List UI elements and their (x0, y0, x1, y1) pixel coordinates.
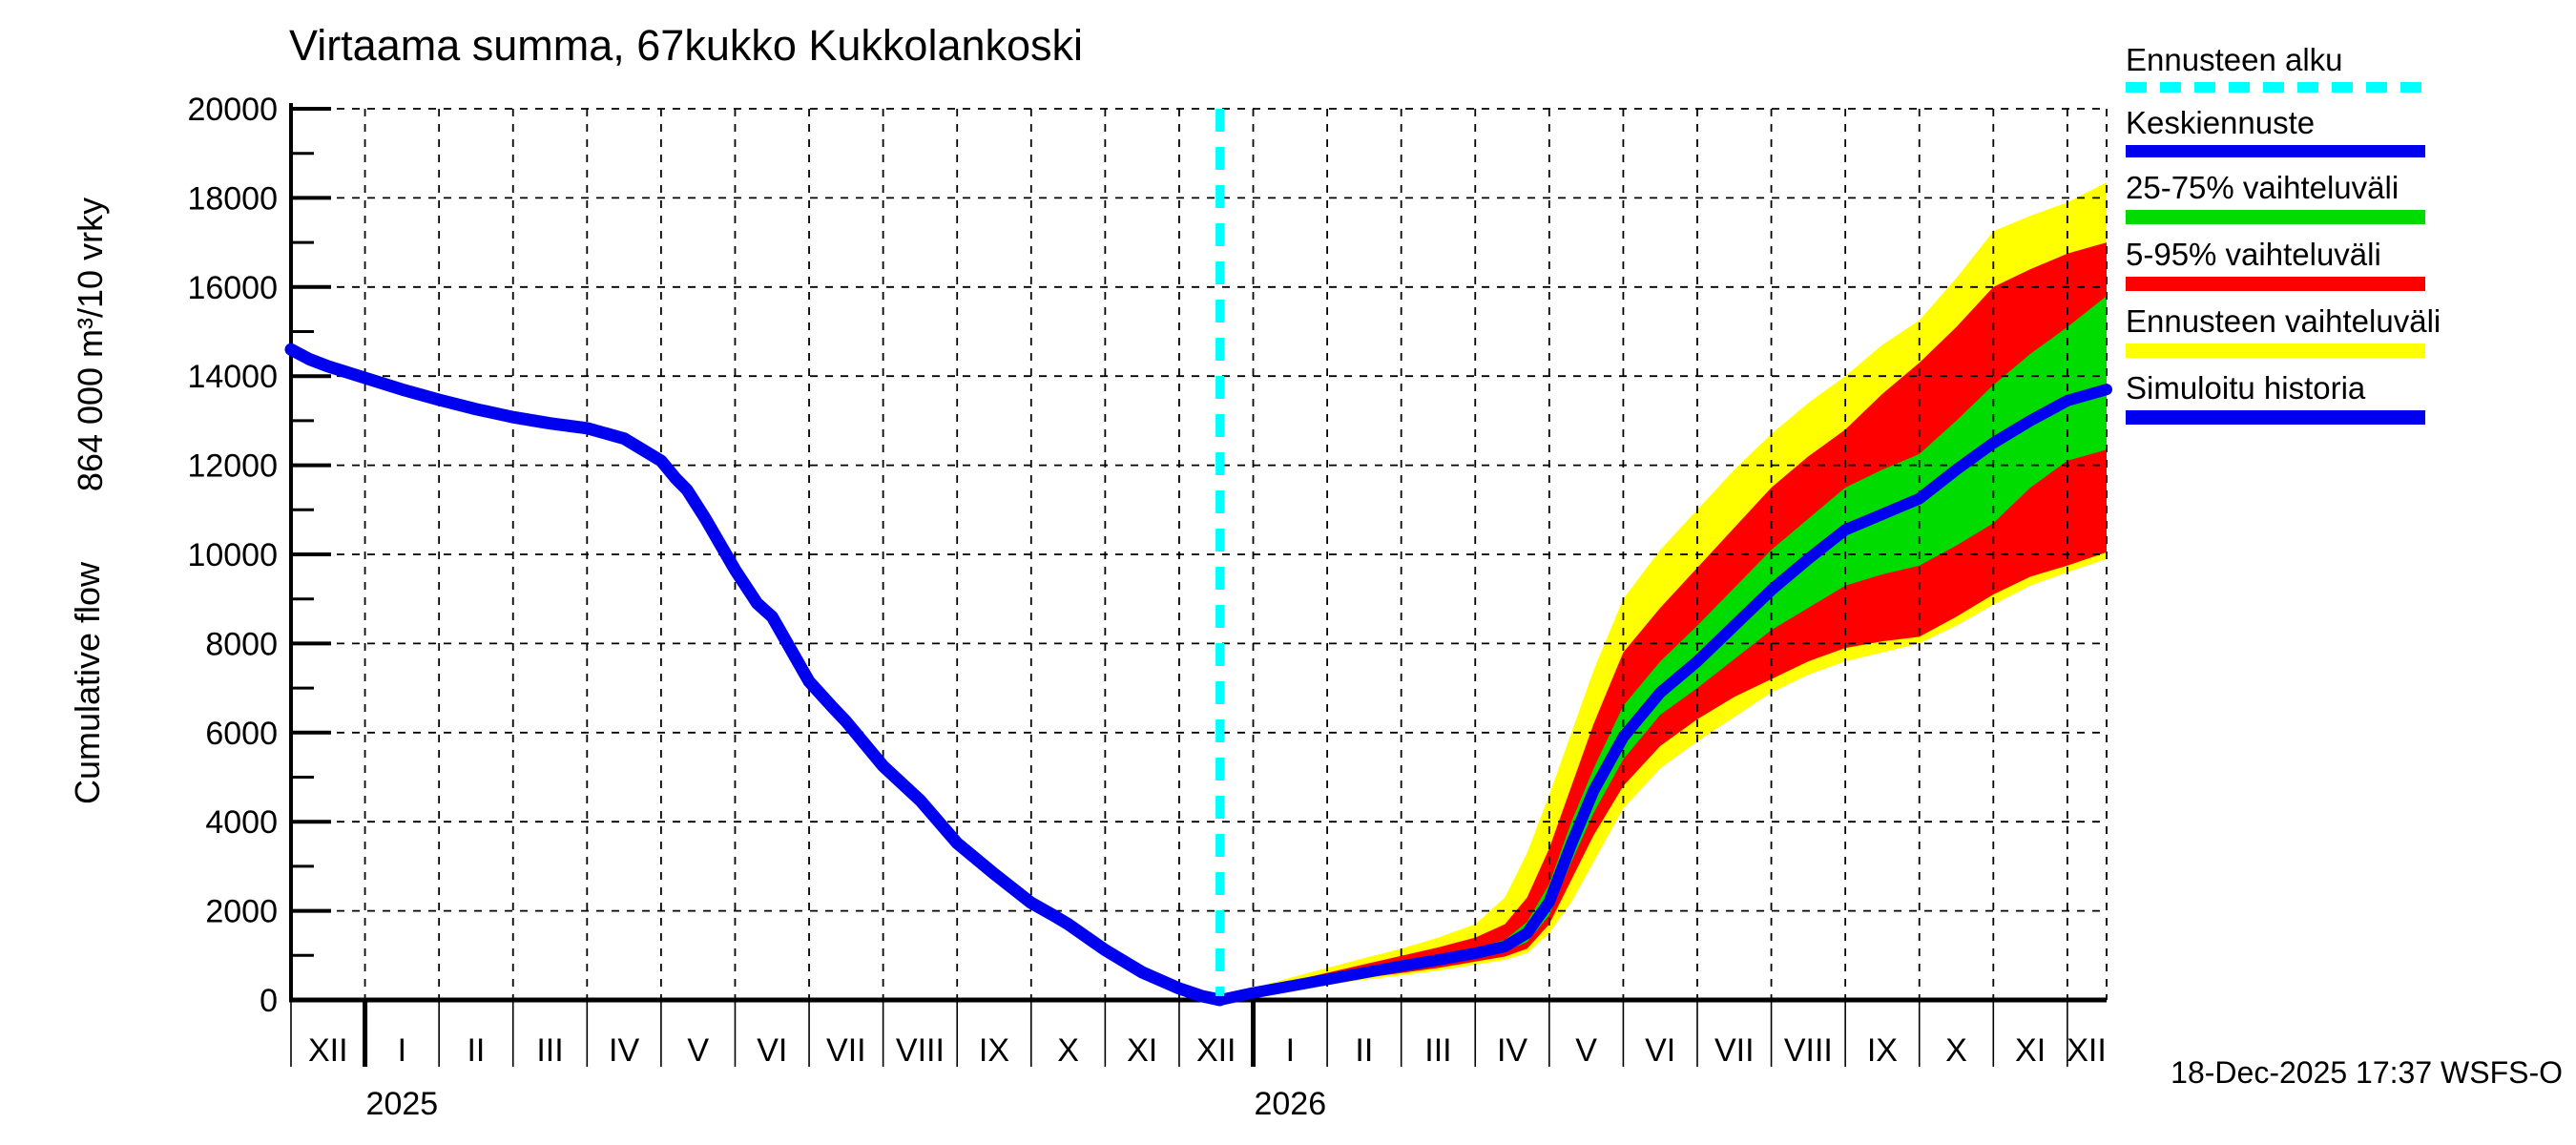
y-axis-unit-label: 864 000 m³/10 vrky (71, 197, 110, 492)
x-month-label: VIII (896, 1032, 945, 1069)
y-axis-name-label: Cumulative flow (68, 561, 107, 805)
legend-label: 5-95% vaihteluväli (2126, 236, 2381, 272)
legend-item-total-band: Ennusteen vaihteluväli (2126, 303, 2574, 358)
x-month-label: V (1575, 1032, 1597, 1069)
blue-band-swatch (2126, 409, 2425, 425)
y-tick-label: 14000 (187, 359, 278, 395)
legend-label: Ennusteen alku (2126, 42, 2343, 77)
x-year-label: 2026 (1254, 1086, 1326, 1122)
x-month-label: X (1057, 1032, 1079, 1069)
x-month-label: V (687, 1032, 709, 1069)
x-month-label: XI (2015, 1032, 2046, 1069)
x-month-label: III (1424, 1032, 1451, 1069)
x-month-label: XI (1127, 1032, 1157, 1069)
y-tick-label: 10000 (187, 537, 278, 573)
y-tick-label: 6000 (205, 716, 278, 752)
yellow-band-swatch (2126, 343, 2425, 358)
green-band-swatch (2126, 209, 2425, 224)
legend-label: Keskiennuste (2126, 104, 2316, 140)
y-tick-label: 0 (260, 983, 278, 1019)
chart-title: Virtaama summa, 67kukko Kukkolankoski (289, 21, 1084, 70)
x-month-label: XII (1196, 1032, 1236, 1069)
x-month-label: II (467, 1032, 485, 1069)
history-line (284, 343, 1227, 1007)
legend: Ennusteen alku Keskiennuste 25-75% vaiht… (2126, 42, 2574, 437)
x-month-label: IX (979, 1032, 1009, 1069)
legend-item-5-95-band: 5-95% vaihteluväli (2126, 237, 2574, 291)
timestamp: 18-Dec-2025 17:37 WSFS-O (2171, 1055, 2563, 1090)
x-month-label: I (1286, 1032, 1295, 1069)
x-month-label: VII (1714, 1032, 1755, 1069)
x-month-label: IV (1497, 1032, 1527, 1069)
x-month-label: IX (1867, 1032, 1898, 1069)
forecast-25-75-band (1219, 296, 2107, 1001)
cyan-dashed-line-swatch (2126, 81, 2425, 93)
median-forecast-line (1214, 384, 2112, 1006)
legend-label: 25-75% vaihteluväli (2126, 169, 2399, 205)
red-band-swatch (2126, 276, 2425, 291)
y-tick-label: 20000 (187, 92, 278, 128)
legend-item-forecast-start: Ennusteen alku (2126, 42, 2574, 93)
legend-item-25-75-band: 25-75% vaihteluväli (2126, 170, 2574, 224)
y-tick-label: 12000 (187, 448, 278, 485)
legend-item-median-forecast: Keskiennuste (2126, 105, 2574, 157)
x-month-label: XII (308, 1032, 348, 1069)
x-month-label: XII (2067, 1032, 2107, 1069)
y-tick-label: 8000 (205, 626, 278, 662)
forecast-total-range-band (1219, 182, 2107, 1001)
x-year-label: 2025 (366, 1086, 439, 1122)
x-month-label: VII (826, 1032, 866, 1069)
x-month-label: III (536, 1032, 563, 1069)
x-month-label: II (1355, 1032, 1373, 1069)
x-month-label: I (398, 1032, 406, 1069)
legend-label: Ennusteen vaihteluväli (2126, 302, 2441, 339)
x-month-label: IV (609, 1032, 639, 1069)
legend-label: Simuloitu historia (2126, 369, 2366, 406)
forecast-5-95-band (1219, 242, 2107, 1001)
y-tick-label: 16000 (187, 270, 278, 306)
y-tick-label: 2000 (205, 894, 278, 930)
legend-item-simulated-history: Simuloitu historia (2126, 370, 2574, 425)
y-tick-label: 4000 (205, 804, 278, 841)
x-month-label: VI (1645, 1032, 1675, 1069)
y-tick-label: 18000 (187, 180, 278, 217)
blue-line-swatch (2126, 144, 2425, 157)
x-month-label: VI (757, 1032, 787, 1069)
x-month-label: X (1945, 1032, 1967, 1069)
x-month-label: VIII (1784, 1032, 1833, 1069)
